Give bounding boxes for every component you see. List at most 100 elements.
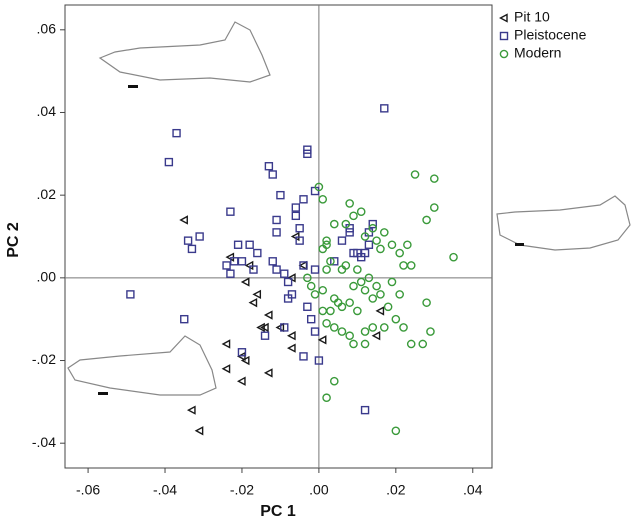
point [240,277,250,287]
point [126,290,135,299]
point [253,248,262,258]
point [299,261,308,270]
legend-label: Pit 10 [514,9,550,25]
point [230,257,239,266]
point [237,348,247,357]
point [329,376,339,386]
legend-label: Pleistocene [514,27,587,43]
point [295,224,304,233]
point [337,236,347,245]
point [368,219,377,229]
point [291,203,301,212]
point [371,331,381,341]
point [287,290,297,299]
point [395,248,404,258]
point [322,236,331,245]
legend-marker [499,49,509,59]
point [383,302,393,312]
x-tick-label: -.02 [230,482,254,498]
point [360,285,370,295]
scale-bar [515,243,524,246]
point [221,364,231,374]
point [429,174,439,183]
point [260,331,270,340]
point [345,228,354,237]
point [306,281,316,291]
point [391,314,401,324]
x-axis-label: PC 1 [260,503,296,520]
point [322,393,331,403]
point [329,294,339,303]
point [263,310,273,320]
point [406,339,416,349]
point [422,298,431,307]
point [310,327,320,336]
point [379,228,389,237]
y-tick-label: .04 [37,103,57,119]
point [326,306,335,316]
point [345,199,354,208]
point [418,339,428,349]
point [375,306,385,316]
point [237,257,247,266]
point [372,281,381,291]
point [337,327,347,336]
point [395,290,404,299]
point [303,302,312,311]
point [295,236,304,245]
point [322,240,331,250]
point [341,261,351,270]
point [368,294,378,303]
point [194,426,204,436]
point [449,252,458,262]
point [303,149,312,159]
point [180,314,189,324]
point [299,352,308,361]
y-tick-label: .02 [37,186,57,202]
point [322,319,331,328]
point [410,170,420,179]
point [360,339,370,349]
point [276,190,285,200]
point [252,289,262,300]
point [263,368,273,378]
point [195,232,204,241]
point [164,157,174,167]
jaw-illustrations [67,21,631,396]
point [249,265,258,274]
x-tick-label: -.04 [153,482,177,498]
point [240,355,250,366]
point [364,240,374,249]
x-tick-label: .02 [386,482,406,498]
point [353,265,362,274]
point [280,269,289,278]
point [186,405,196,415]
jaw-drawing [67,335,217,396]
point [360,327,370,336]
point [291,211,301,221]
point [368,223,378,233]
point [260,322,269,333]
point [422,215,431,225]
point [268,170,277,179]
point [272,215,281,225]
point [406,261,416,270]
point [387,240,397,250]
point [330,257,339,266]
point [376,290,385,299]
y-tick-label: .00 [37,269,57,285]
point [286,343,296,353]
point [360,405,370,415]
point [187,244,197,254]
point [226,269,235,278]
legend-marker [499,13,508,23]
point [268,257,277,266]
point [360,232,370,241]
point [310,265,320,274]
y-tick-label: -.04 [32,434,56,450]
point [399,323,408,332]
point [245,240,254,249]
point [236,376,246,386]
jaw-drawing [98,21,271,83]
